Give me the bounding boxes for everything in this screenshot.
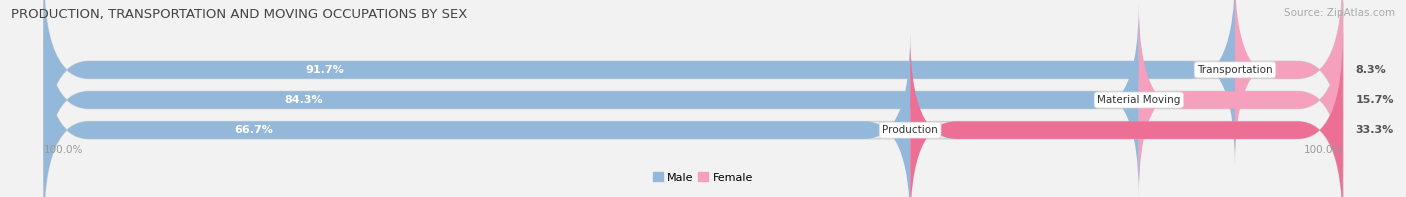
FancyBboxPatch shape xyxy=(44,33,1343,197)
FancyBboxPatch shape xyxy=(910,33,1343,197)
Text: 91.7%: 91.7% xyxy=(305,65,344,75)
FancyBboxPatch shape xyxy=(44,33,910,197)
FancyBboxPatch shape xyxy=(44,3,1343,197)
Text: 100.0%: 100.0% xyxy=(44,145,83,155)
Text: 8.3%: 8.3% xyxy=(1355,65,1386,75)
FancyBboxPatch shape xyxy=(44,0,1343,167)
Text: 66.7%: 66.7% xyxy=(235,125,273,135)
FancyBboxPatch shape xyxy=(44,3,1139,197)
Legend: Male, Female: Male, Female xyxy=(648,168,758,187)
FancyBboxPatch shape xyxy=(44,0,1234,167)
Text: Transportation: Transportation xyxy=(1197,65,1272,75)
Text: 100.0%: 100.0% xyxy=(1303,145,1343,155)
FancyBboxPatch shape xyxy=(1139,3,1343,197)
FancyBboxPatch shape xyxy=(1234,0,1343,167)
Text: 15.7%: 15.7% xyxy=(1355,95,1395,105)
Text: Production: Production xyxy=(883,125,938,135)
Text: PRODUCTION, TRANSPORTATION AND MOVING OCCUPATIONS BY SEX: PRODUCTION, TRANSPORTATION AND MOVING OC… xyxy=(11,8,468,21)
Text: Material Moving: Material Moving xyxy=(1097,95,1181,105)
Text: Source: ZipAtlas.com: Source: ZipAtlas.com xyxy=(1284,8,1395,18)
Text: 84.3%: 84.3% xyxy=(284,95,323,105)
Text: 33.3%: 33.3% xyxy=(1355,125,1393,135)
